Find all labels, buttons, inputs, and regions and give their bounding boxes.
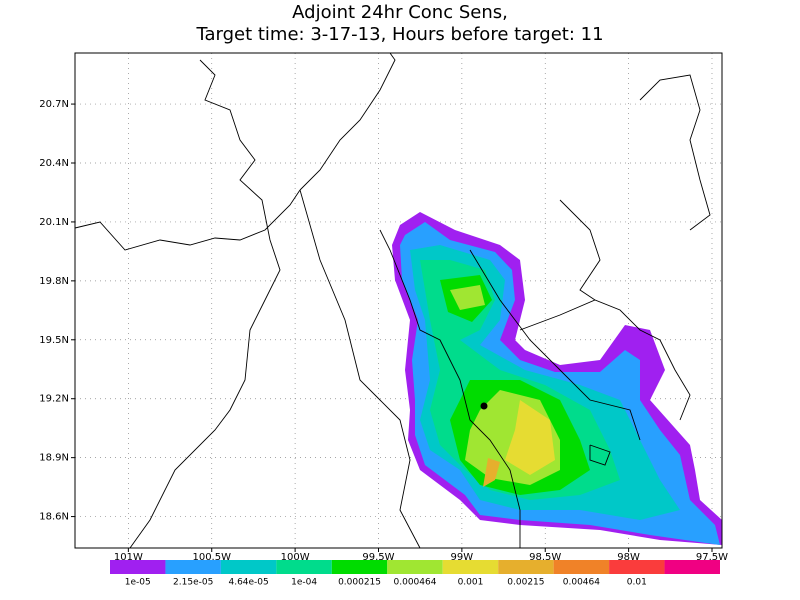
x-tick-label: 100W [281, 552, 310, 563]
x-tick-label: 99W [451, 552, 474, 563]
x-tick-label: 98W [617, 552, 640, 563]
x-tick-label: 98.5W [529, 552, 561, 563]
contour-region [450, 285, 485, 310]
plot-frame [74, 52, 723, 549]
colorbar-label: 0.00215 [507, 578, 544, 588]
y-tick-label: 18.6N [39, 512, 69, 523]
y-tick-label: 19.8N [39, 276, 69, 287]
y-tick-label: 18.9N [39, 453, 69, 464]
colorbar-swatch [664, 560, 720, 574]
target-marker [480, 402, 488, 410]
colorbar-label: 1e-04 [291, 578, 317, 588]
x-tick-label: 100.5W [192, 552, 231, 563]
colorbar-swatch [609, 560, 665, 574]
colorbar-swatch [276, 560, 332, 574]
state-border [299, 52, 396, 191]
colorbar-swatch [331, 560, 388, 574]
colorbar-label: 0.000464 [394, 578, 437, 588]
sensitivity-field [392, 212, 722, 545]
contour-region [483, 458, 500, 487]
axes: 18.6N 18.9N 19.2N 19.5N 19.8N 20.1N 20.4N 20.7N… [39, 99, 728, 563]
x-tick-label: 101W [114, 552, 143, 563]
state-border [519, 299, 691, 421]
state-border [559, 199, 601, 301]
y-tick-label: 20.4N [39, 158, 69, 169]
colorbar-label: 2.15e-05 [173, 578, 213, 588]
x-tick-label: 99.5W [362, 552, 394, 563]
state-border [129, 59, 281, 549]
colorbar-swatch [442, 560, 499, 574]
colorbar-label: 4.64e-05 [228, 578, 268, 588]
colorbar-swatch [220, 560, 277, 574]
colorbar-label: 0.01 [627, 578, 647, 588]
y-tick-label: 20.7N [39, 99, 69, 110]
colorbar-label: 1e-05 [125, 578, 151, 588]
colorbar-swatch [110, 560, 166, 574]
colorbar-swatch [165, 560, 221, 574]
state-border [74, 189, 301, 251]
y-tick-label: 19.5N [39, 335, 69, 346]
state-border [379, 229, 521, 548]
chart-title: Target time: 3-17-13, Hours before targe… [195, 24, 603, 45]
contour-region [505, 400, 555, 475]
colorbar-label: 0.00464 [563, 578, 600, 588]
state-border [299, 189, 421, 549]
borders [74, 52, 711, 549]
colorbar-label: 0.001 [458, 578, 484, 588]
colorbar-swatch [553, 560, 610, 574]
colorbar-swatch [498, 560, 554, 574]
y-tick-label: 20.1N [39, 217, 69, 228]
state-border [589, 444, 611, 466]
y-tick-label: 19.2N [39, 394, 69, 405]
colorbar: 1e-05 2.15e-05 4.64e-05 1e-04 0.000215 0.0004… [110, 560, 720, 588]
state-border [469, 249, 641, 441]
chart-title: Adjoint 24hr Conc Sens, [292, 2, 508, 23]
colorbar-label: 0.000215 [338, 578, 381, 588]
colorbar-swatch [387, 560, 443, 574]
x-tick-label: 97.5W [696, 552, 728, 563]
state-border [639, 74, 711, 231]
